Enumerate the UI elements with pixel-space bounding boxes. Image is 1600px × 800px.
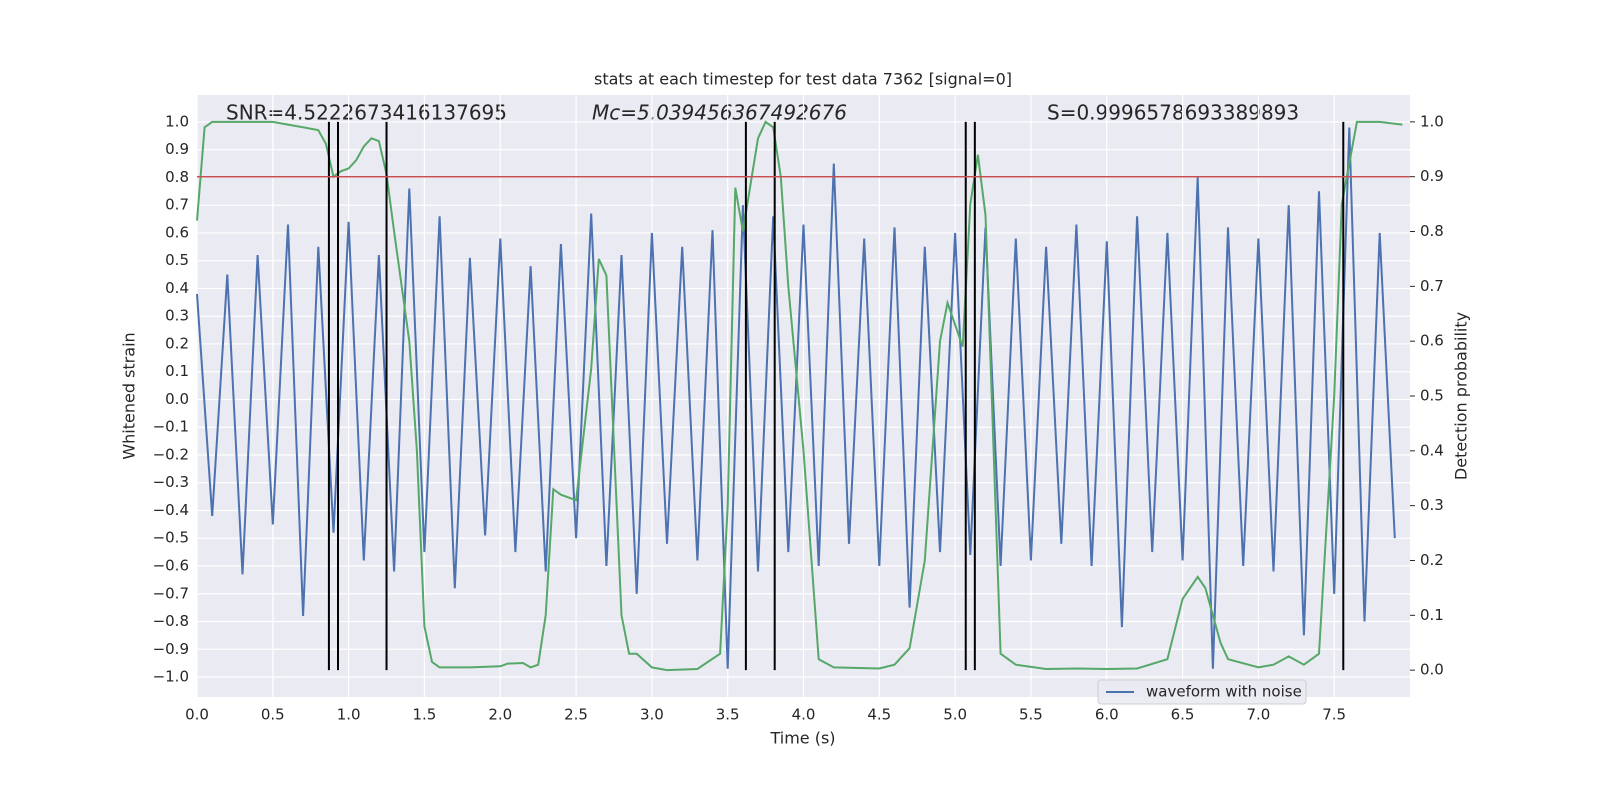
y-tick-label: 0.2 [165,334,189,352]
y2-tick-label: 0.9 [1420,167,1444,185]
x-tick-label: 0.5 [261,706,285,724]
y2-tick-label: 0.3 [1420,496,1444,514]
y-tick-label: −0.9 [153,640,189,658]
y-tick-label: 0.8 [165,168,189,186]
y-tick-label: −0.8 [153,612,189,630]
legend-label: waveform with noise [1146,683,1302,701]
y2-tick-label: 0.1 [1420,606,1444,624]
y2-tick-label: 0.2 [1420,551,1444,569]
x-tick-label: 3.5 [716,706,740,724]
y2-tick-label: 0.8 [1420,222,1444,240]
y-tick-label: 0.3 [165,307,189,325]
y-axis-label: Whitened strain [120,332,139,459]
y-tick-label: −0.2 [153,445,189,463]
y-tick-label: −0.1 [153,418,189,436]
y-tick-label: −0.6 [153,556,189,574]
y-tick-label: −1.0 [153,668,189,686]
y2-tick-label: 0.7 [1420,277,1444,295]
y2-tick-label: 1.0 [1420,112,1444,130]
series-line [196,120,1403,672]
y-tick-label: 0.0 [165,390,189,408]
y-tick-label: −0.7 [153,584,189,602]
series-line [196,127,1396,669]
chart-title: stats at each timestep for test data 736… [594,70,1012,89]
y2-tick-label: 0.0 [1420,661,1444,679]
x-tick-label: 6.5 [1171,706,1195,724]
x-tick-label: 6.0 [1095,706,1119,724]
x-tick-label: 0.0 [185,706,209,724]
x-tick-label: 2.0 [488,706,512,724]
legend [1097,679,1307,705]
x-tick-label: 1.5 [413,706,437,724]
y-tick-label: 0.6 [165,223,189,241]
y-tick-label: −0.3 [153,473,189,491]
y-tick-label: 0.7 [165,196,189,214]
y2-tick-label: 0.6 [1420,332,1444,350]
x-tick-label: 3.0 [640,706,664,724]
annotation: Mc=5.039456367492676 [592,101,847,125]
y-tick-label: −0.5 [153,529,189,547]
x-tick-label: 7.0 [1246,706,1270,724]
x-tick-label: 5.0 [943,706,967,724]
y-tick-label: 0.9 [165,140,189,158]
x-tick-label: 7.5 [1322,706,1346,724]
y2-tick-label: 0.5 [1420,387,1444,405]
y-tick-label: 1.0 [165,112,189,130]
y-tick-label: 0.5 [165,251,189,269]
x-tick-label: 4.0 [792,706,816,724]
y2-tick-label: 0.4 [1420,441,1444,459]
x-tick-label: 1.0 [337,706,361,724]
y-tick-label: −0.4 [153,501,189,519]
x-tick-label: 2.5 [564,706,588,724]
y-tick-label: 0.4 [165,279,189,297]
annotation: S=0.9996578693389893 [1047,101,1299,125]
x-tick-label: 4.5 [867,706,891,724]
x-tick-label: 5.5 [1019,706,1043,724]
x-axis-label: Time (s) [769,729,835,748]
y-tick-label: 0.1 [165,362,189,380]
y2-axis-label: Detection probability [1452,312,1471,480]
